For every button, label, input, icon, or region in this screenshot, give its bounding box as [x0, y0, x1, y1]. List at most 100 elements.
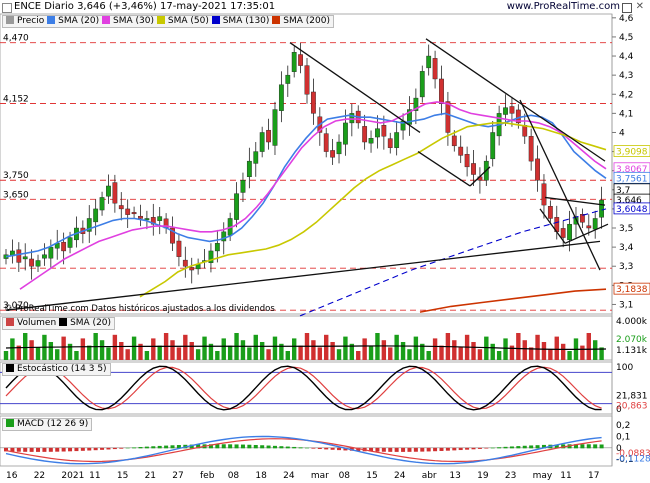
volume-bar	[125, 349, 130, 360]
volume-bar	[522, 340, 527, 360]
legend-item-volumen[interactable]: Volumen	[6, 318, 56, 328]
volume-bar	[586, 333, 591, 360]
macd-histogram-bar	[55, 447, 60, 452]
footer-note: © ProRealTime.com Datos históricos ajust…	[4, 303, 275, 314]
candle-body	[22, 256, 28, 260]
level-label: 4,152	[3, 94, 29, 104]
candle-body	[214, 243, 220, 252]
macd-tick-label: 0	[616, 444, 622, 454]
candle-body	[432, 58, 438, 80]
x-axis-label: 24	[283, 471, 295, 481]
price-value-label: 3,6048	[616, 205, 648, 215]
legend-item-vol-sma20[interactable]: SMA (20)	[59, 318, 111, 328]
volume-bar	[61, 336, 66, 360]
price-tick-label: 3,5	[619, 224, 633, 234]
x-axis-label: 16	[6, 471, 18, 481]
legend-item-sma30[interactable]: SMA (30)	[102, 16, 154, 26]
volume-bar	[541, 342, 547, 360]
volume-bar	[279, 343, 284, 360]
macd-histogram-bar	[266, 445, 271, 449]
x-axis-label: 08	[339, 471, 351, 481]
volume-bar	[266, 349, 271, 360]
price-tick-label: 4,1	[619, 109, 633, 119]
maximize-icon[interactable]	[622, 3, 632, 13]
candle-body	[458, 146, 464, 156]
window-menu-icon[interactable]	[2, 3, 12, 13]
macd-histogram-bar	[413, 447, 418, 452]
volume-bar	[157, 345, 162, 360]
title-bar: ENCE Diario 3,646 (+3,46%) 17-may-2021 1…	[0, 0, 650, 14]
candle-body	[419, 71, 425, 98]
volume-bar	[272, 336, 278, 360]
swatch-sma130	[211, 16, 220, 24]
swatch-sma20	[47, 16, 56, 24]
candle-body	[16, 249, 22, 263]
swatch-stochastic	[6, 364, 14, 372]
macd-histogram-bar	[317, 447, 322, 450]
volume-bar	[477, 349, 483, 360]
volume-bar	[131, 336, 137, 360]
x-axis-label: 11	[560, 471, 571, 481]
x-axis-label: 11	[89, 471, 100, 481]
volume-bar	[74, 351, 79, 360]
macd-histogram-bar	[221, 444, 226, 449]
price-value-box	[613, 282, 650, 295]
close-icon[interactable]: ✕	[635, 1, 644, 12]
macd-histogram-bar	[36, 447, 41, 452]
volume-bar	[548, 349, 553, 360]
candle-body	[118, 205, 124, 210]
volume-bar	[240, 340, 246, 360]
volume-bar	[509, 345, 515, 360]
volume-bar	[16, 345, 22, 360]
x-axis-label: 2021	[61, 471, 84, 481]
volume-bar	[567, 351, 572, 360]
macd-histogram-bar	[80, 447, 85, 451]
volume-bar	[330, 342, 335, 360]
candle-body	[291, 52, 297, 72]
macd-histogram-bar	[554, 444, 559, 449]
candle-body	[208, 250, 214, 263]
macd-histogram-bar	[253, 444, 258, 449]
candle-body	[144, 218, 150, 221]
macd-histogram-bar	[138, 447, 143, 449]
volume-bar	[349, 343, 355, 360]
legend-item-sma50[interactable]: SMA (50)	[156, 16, 209, 26]
legend-item-sma20[interactable]: SMA (20)	[47, 16, 99, 26]
price-value-box	[613, 202, 650, 215]
volume-bar	[48, 342, 54, 360]
macd-histogram-bar	[16, 447, 21, 452]
candle-body	[509, 106, 515, 114]
candle-body	[394, 132, 400, 148]
price-value-label: 3,7	[616, 186, 630, 196]
site-link[interactable]: www.ProRealTime.com	[506, 1, 620, 12]
candle-body	[278, 84, 284, 111]
volume-bar	[170, 340, 175, 360]
candle-body	[368, 138, 374, 144]
volume-bar	[29, 340, 34, 360]
legend-item-precio[interactable]: Precio	[6, 16, 44, 26]
legend-item-sma130[interactable]: SMA (130)	[211, 16, 269, 26]
candle-body	[490, 132, 496, 160]
macd-histogram-bar	[407, 447, 412, 452]
volume-bar	[151, 338, 156, 360]
macd-histogram-bar	[369, 447, 374, 452]
legend-item-sma200[interactable]: SMA (200)	[272, 16, 330, 26]
price-tick-label: 4,4	[619, 52, 634, 62]
sma-line-4	[419, 288, 607, 313]
price-value-label: 3,1838	[616, 285, 648, 295]
macd-histogram-bar	[439, 447, 444, 451]
x-axis-label: 17	[588, 471, 599, 481]
candle-body	[298, 54, 303, 66]
volume-value-label: 1.131k	[616, 346, 648, 356]
macd-histogram-bar	[151, 446, 156, 449]
candle-body	[439, 78, 444, 105]
candle-body	[579, 214, 585, 223]
candle-body	[125, 208, 131, 215]
candle-body	[375, 128, 380, 138]
macd-histogram-bar	[4, 447, 8, 452]
macd-histogram-bar	[106, 447, 111, 450]
macd-histogram-bar	[324, 447, 329, 450]
candle-body	[157, 216, 163, 221]
macd-histogram-bar	[343, 447, 348, 451]
